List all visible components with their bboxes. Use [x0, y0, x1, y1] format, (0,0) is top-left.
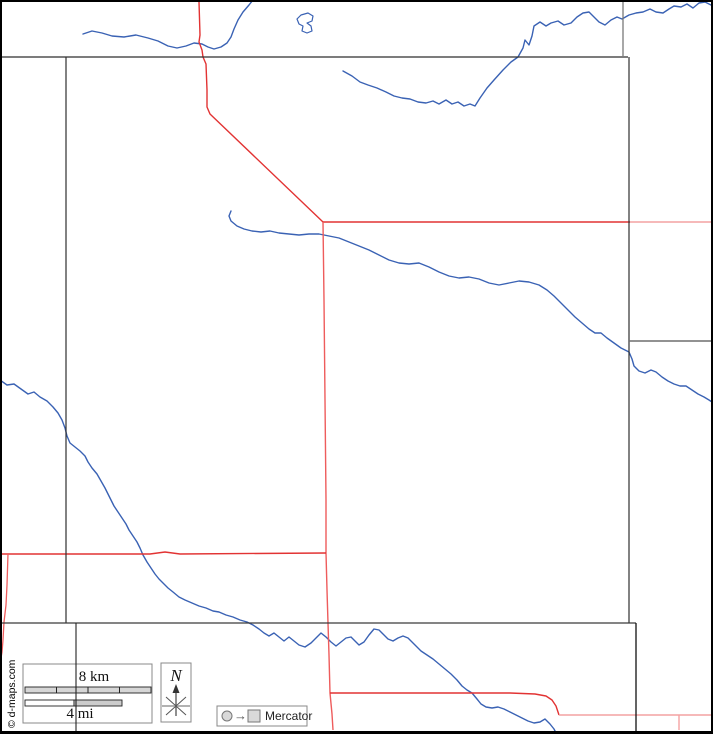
projection-box	[216, 705, 308, 727]
scale-box	[22, 663, 153, 724]
pond	[296, 12, 314, 34]
projection-name-label: Mercator	[265, 709, 313, 723]
compass-arrowhead	[172, 684, 180, 693]
road-central-vertical	[322, 221, 334, 731]
river-northeast	[342, 1, 712, 107]
projection-circle-symbol	[221, 710, 233, 722]
road-west-horizontal	[2, 551, 327, 555]
scale-mi-label: 4 mi	[66, 706, 94, 722]
river-central	[228, 210, 713, 403]
projection-arrow-icon: →	[234, 708, 247, 723]
river-northwest	[82, 0, 254, 50]
projection-square-symbol	[247, 709, 261, 723]
copyright-credit: © d-maps.com	[6, 659, 18, 728]
road-west-branch	[0, 553, 9, 659]
scale-mi-bar-right	[73, 699, 123, 707]
road-south-horizontal	[330, 692, 560, 716]
river-southwest	[0, 379, 557, 734]
road-north	[198, 1, 324, 223]
scale-km-label: 8 km	[78, 669, 110, 685]
compass-north-label: N	[170, 666, 182, 685]
